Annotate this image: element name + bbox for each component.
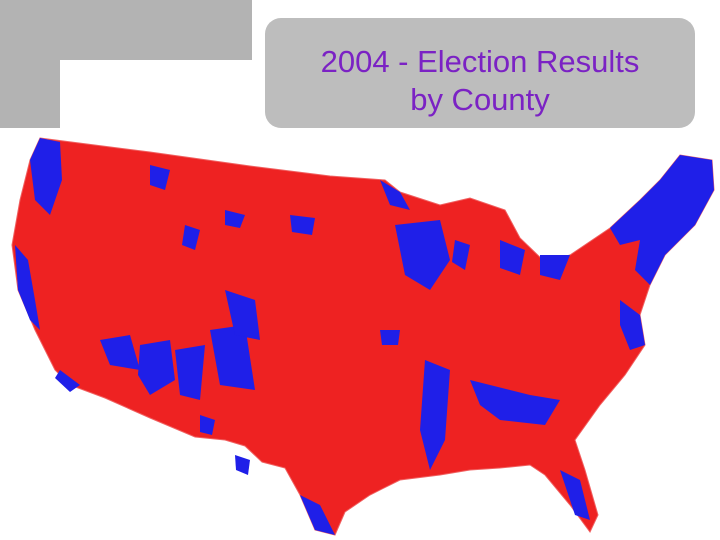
county-blue [290, 215, 315, 235]
county-blue [560, 470, 590, 520]
county-blue [470, 380, 560, 425]
county-blue [540, 255, 570, 280]
county-blue [30, 138, 62, 215]
county-blue [300, 495, 335, 535]
county-blue [225, 210, 245, 228]
county-blue [452, 240, 470, 270]
county-blue [420, 360, 450, 470]
county-blue [210, 325, 255, 390]
county-blue [620, 300, 645, 350]
county-blue [15, 245, 40, 330]
county-blue [395, 220, 450, 290]
county-blue [55, 370, 80, 392]
county-blue [100, 335, 140, 370]
side-block [0, 0, 60, 128]
title-box [265, 18, 695, 128]
county-blue [182, 225, 200, 250]
blue-counties [15, 138, 714, 535]
title-line: 2004 - Election Results [321, 44, 640, 79]
county-blue [225, 290, 260, 340]
map [11, 137, 715, 536]
county-blue [200, 415, 215, 435]
county-blue [380, 180, 410, 210]
county-blue [138, 340, 175, 395]
county-blue [380, 330, 400, 345]
county-blue [235, 455, 250, 475]
county-blue [610, 155, 714, 285]
land-red [11, 137, 715, 536]
title-line: by County [410, 82, 550, 117]
county-blue [500, 240, 525, 275]
county-blue [175, 345, 205, 400]
county-blue [150, 165, 170, 190]
corner-cut [60, 60, 252, 128]
